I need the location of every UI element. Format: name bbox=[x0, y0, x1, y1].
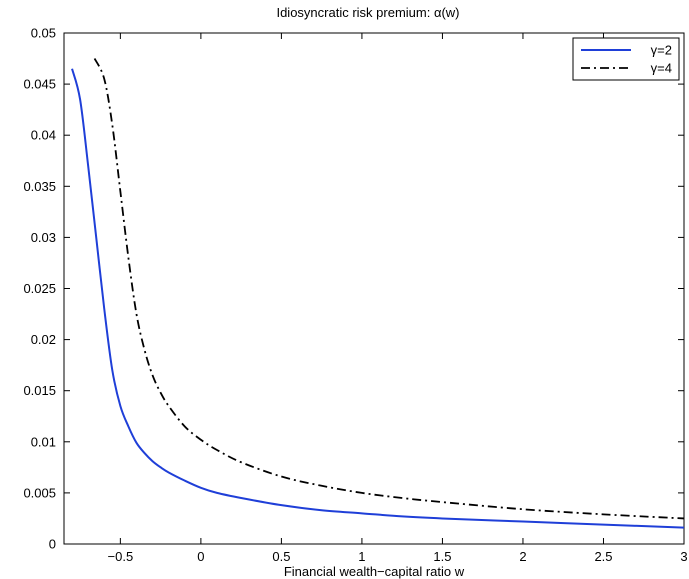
legend-label-1: γ=2 bbox=[651, 43, 672, 58]
legend: γ=2γ=4 bbox=[572, 37, 680, 81]
y-tick-label: 0.01 bbox=[31, 434, 56, 449]
x-tick-label: 3 bbox=[680, 549, 687, 564]
x-tick-label: 0.5 bbox=[272, 549, 290, 564]
series-line-2 bbox=[93, 58, 685, 520]
x-tick-label: 1.5 bbox=[433, 549, 451, 564]
series-lines bbox=[71, 58, 685, 529]
y-tick-label: 0 bbox=[49, 537, 56, 552]
x-tick-label: 0 bbox=[197, 549, 204, 564]
y-tick-label: 0.03 bbox=[31, 230, 56, 245]
y-tick-label: 0.045 bbox=[23, 77, 56, 92]
y-tick-label: 0.015 bbox=[23, 383, 56, 398]
y-tick-label: 0.04 bbox=[31, 128, 56, 143]
y-tick-label: 0.05 bbox=[31, 26, 56, 41]
plot-area bbox=[63, 32, 685, 545]
y-tick-label: 0.035 bbox=[23, 179, 56, 194]
series-line-1 bbox=[71, 68, 685, 529]
x-axis-label: Financial wealth−capital ratio w bbox=[284, 564, 465, 579]
x-tick-label: −0.5 bbox=[108, 549, 134, 564]
legend-box bbox=[572, 37, 680, 81]
y-tick-label: 0.025 bbox=[23, 281, 56, 296]
y-tick-label: 0.005 bbox=[23, 485, 56, 500]
x-tick-label: 2 bbox=[519, 549, 526, 564]
legend-label-2: γ=4 bbox=[651, 61, 672, 76]
y-tick-label: 0.02 bbox=[31, 332, 56, 347]
x-tick-label: 2.5 bbox=[594, 549, 612, 564]
x-tick-label: 1 bbox=[358, 549, 365, 564]
y-axis: 0 0.005 0.01 0.015 0.02 0.025 0.03 0.035 0.04 0.0… bbox=[23, 26, 684, 552]
x-axis: −0.5 0 0.5 1 1.5 2 2.5 3 bbox=[108, 33, 688, 564]
chart-title: Idiosyncratic risk premium: α(w) bbox=[276, 5, 459, 20]
